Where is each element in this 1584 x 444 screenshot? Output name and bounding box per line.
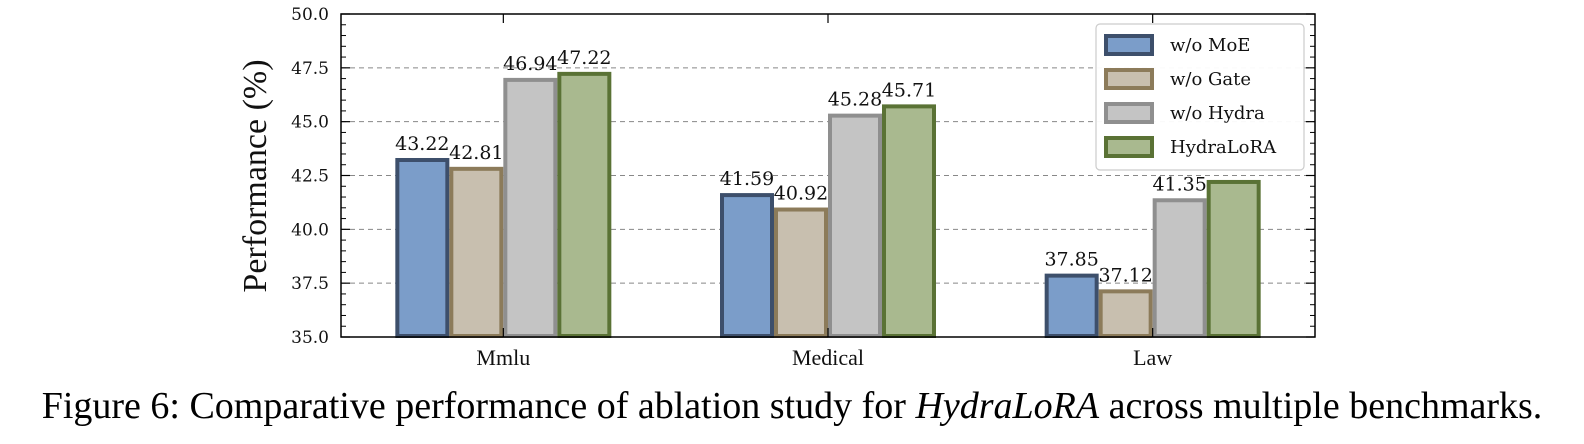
figure-caption: Figure 6: Comparative performance of abl…: [0, 384, 1584, 428]
bar-value-label: 41.59: [720, 168, 774, 190]
legend-label: w/o Hydra: [1170, 103, 1265, 124]
bar: [503, 77, 558, 338]
legend-label: w/o MoE: [1170, 35, 1250, 56]
bar: [828, 113, 882, 339]
bar: [720, 193, 774, 338]
bar-value-label: 45.71: [882, 79, 936, 101]
y-tick-label: 42.5: [291, 167, 329, 187]
x-category-label: Mmlu: [476, 345, 530, 370]
bar-value-label: 42.81: [449, 142, 503, 164]
legend-frame: [1095, 23, 1305, 171]
y-axis-label: Performance (%): [237, 59, 274, 292]
bar-value-label: 37.85: [1044, 249, 1098, 271]
bar-value-label: 45.28: [828, 89, 882, 111]
bar-value-label: 37.12: [1098, 264, 1152, 286]
bar-value-label: 43.22: [395, 133, 449, 155]
bar: [395, 157, 450, 338]
axis-ticks: 35.0 37.5 40.0 42.5 45.0 47.5 50.0 Mmlu Medical L…: [291, 5, 1315, 370]
caption-suffix: across multiple benchmarks.: [1099, 385, 1543, 427]
legend: w/o MoE w/o Gate w/o Hydra HydraLoRA: [1095, 23, 1305, 171]
legend-swatch: [1104, 102, 1154, 124]
bar: [882, 104, 936, 338]
legend-swatch: [1104, 136, 1154, 158]
bar-value-label: 40.92: [774, 183, 828, 205]
bar: [557, 71, 612, 338]
caption-prefix: Figure 6: Comparative performance of abl…: [41, 385, 916, 427]
bar-value-label: 46.94: [503, 53, 557, 75]
y-tick-label: 35.0: [291, 328, 329, 348]
bar: [1206, 179, 1261, 338]
legend-label: w/o Gate: [1170, 69, 1251, 90]
bar-value-label: 47.22: [557, 47, 611, 69]
bar: [1152, 198, 1207, 338]
bar: [1098, 289, 1153, 338]
y-tick-label: 37.5: [291, 274, 329, 294]
y-tick-label: 40.0: [291, 220, 329, 240]
legend-swatch: [1104, 34, 1154, 56]
legend-swatch: [1104, 68, 1154, 90]
bar: [1044, 273, 1099, 339]
bar-value-label: 41.35: [1152, 173, 1206, 195]
x-category-label: Law: [1133, 345, 1172, 370]
y-tick-label: 45.0: [291, 113, 329, 133]
x-category-label: Medical: [792, 345, 864, 370]
y-tick-label: 47.5: [291, 59, 329, 79]
caption-emphasis: HydraLoRA: [915, 385, 1100, 427]
y-tick-label: 50.0: [291, 5, 329, 25]
bar: [449, 166, 504, 338]
bars: [395, 71, 1261, 339]
ablation-bar-chart: 35.0 37.5 40.0 42.5 45.0 47.5 50.0 Mmlu Medical L…: [237, 5, 1316, 370]
legend-label: HydraLoRA: [1170, 137, 1277, 158]
bar: [774, 207, 828, 338]
